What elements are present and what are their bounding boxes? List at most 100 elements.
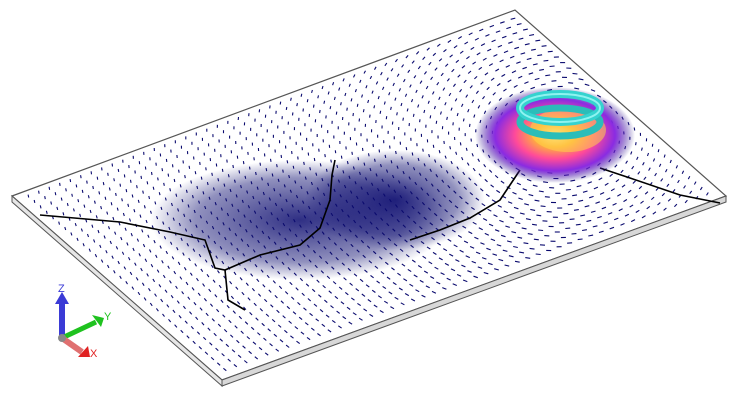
field-arrow (632, 180, 636, 184)
field-arrow (567, 203, 573, 206)
field-arrow (124, 227, 127, 231)
field-arrow (482, 95, 486, 100)
field-arrow (275, 348, 280, 352)
field-arrow (443, 48, 447, 53)
field-arrow (444, 262, 450, 266)
field-arrow (478, 66, 483, 71)
field-arrow (318, 294, 322, 298)
field-arrow (371, 90, 374, 94)
field-arrow (468, 123, 471, 127)
field-arrow (325, 314, 330, 318)
field-arrow (209, 342, 213, 346)
field-arrow (419, 80, 423, 84)
field-arrow (413, 274, 418, 278)
field-arrow (72, 208, 75, 212)
field-arrow (496, 244, 502, 247)
field-arrow (551, 80, 557, 82)
field-arrow (284, 291, 289, 295)
field-arrow (189, 311, 193, 315)
field-arrow (410, 298, 416, 302)
field-arrow (582, 229, 587, 232)
field-arrow (532, 223, 537, 226)
field-arrow (332, 281, 337, 285)
field-arrow (459, 50, 464, 54)
field-arrow (580, 214, 586, 217)
field-arrow (590, 89, 596, 92)
field-arrow (122, 212, 125, 217)
field-arrow (133, 209, 136, 213)
field-arrow (425, 285, 430, 289)
field-arrow (257, 293, 262, 297)
field-arrow (359, 79, 362, 84)
crack-line (409, 169, 521, 241)
field-arrow (179, 276, 183, 280)
field-arrow (186, 335, 190, 339)
field-arrow (595, 201, 600, 204)
field-arrow (381, 86, 385, 91)
field-arrow (455, 151, 458, 155)
field-arrow (317, 333, 321, 337)
field-arrow (451, 68, 455, 73)
field-arrow (635, 142, 637, 146)
field-arrow (528, 193, 534, 197)
field-arrow (485, 193, 490, 197)
field-arrow (461, 65, 466, 69)
field-arrow (535, 39, 541, 42)
field-arrow (307, 298, 312, 302)
field-arrow (447, 39, 452, 43)
field-arrow (344, 291, 349, 296)
field-arrow (91, 224, 94, 228)
field-arrow (300, 93, 303, 97)
field-arrow (180, 329, 184, 334)
field-arrow (522, 66, 527, 70)
field-arrow (200, 268, 204, 272)
field-arrow (480, 43, 486, 47)
field-arrow (346, 107, 348, 111)
field-arrow (327, 91, 330, 95)
field-arrow (474, 37, 479, 41)
coil[interactable] (516, 90, 604, 140)
field-arrow (48, 186, 51, 190)
field-arrow (190, 325, 194, 330)
field-arrow (667, 198, 672, 202)
field-arrow (434, 67, 438, 71)
field-arrow (534, 199, 540, 202)
field-arrow (379, 110, 382, 114)
field-arrow (350, 98, 353, 102)
field-arrow (82, 243, 85, 247)
field-arrow (587, 181, 593, 184)
field-arrow (493, 54, 498, 57)
field-arrow (584, 83, 590, 87)
field-arrow (404, 293, 410, 297)
field-arrow (601, 206, 607, 210)
field-arrow (77, 199, 80, 203)
field-arrow (342, 316, 347, 320)
field-arrow (132, 247, 135, 252)
field-arrow (638, 185, 643, 190)
field-arrow (350, 297, 355, 301)
field-arrow (237, 354, 242, 359)
field-arrow (483, 163, 487, 168)
field-arrow (81, 189, 84, 194)
field-arrow (633, 195, 638, 199)
crack-line (224, 269, 246, 311)
field-arrow (400, 102, 403, 107)
field-arrow (646, 205, 651, 210)
field-arrow (303, 307, 307, 311)
field-arrow (609, 173, 614, 177)
field-arrow (467, 270, 472, 273)
field-arrow (577, 238, 583, 241)
field-arrow (529, 34, 535, 37)
field-arrow (137, 199, 140, 204)
field-arrow (388, 291, 393, 295)
field-arrow (406, 108, 409, 112)
field-arrow (675, 165, 679, 169)
field-arrow (245, 282, 249, 286)
field-arrow (154, 293, 157, 297)
field-arrow (512, 32, 518, 35)
field-arrow (650, 196, 655, 201)
field-arrow (315, 318, 320, 322)
field-arrow (663, 207, 667, 211)
